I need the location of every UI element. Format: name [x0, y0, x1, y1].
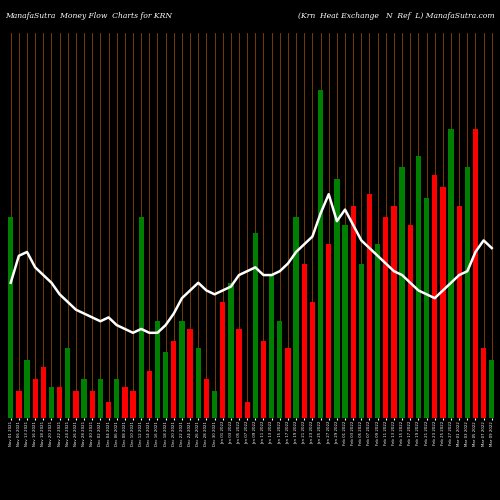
Bar [383, 218, 388, 418]
Bar [342, 225, 347, 418]
Text: (Krn  Heat Exchange   N  Ref  L) ManafaSutra.com: (Krn Heat Exchange N Ref L) ManafaSutra.… [298, 12, 495, 20]
Bar [65, 348, 70, 418]
Bar [252, 232, 258, 418]
Bar [489, 360, 494, 418]
Bar [146, 372, 152, 418]
Bar [40, 368, 46, 418]
Bar [204, 379, 209, 418]
Bar [318, 90, 323, 418]
Bar [163, 352, 168, 418]
Bar [114, 379, 119, 418]
Bar [212, 390, 217, 417]
Bar [74, 390, 78, 417]
Bar [464, 167, 470, 417]
Bar [424, 198, 429, 418]
Bar [277, 322, 282, 418]
Bar [286, 348, 290, 418]
Bar [448, 128, 454, 418]
Bar [82, 379, 86, 418]
Bar [408, 225, 413, 418]
Bar [440, 186, 446, 418]
Bar [432, 175, 438, 418]
Bar [171, 340, 176, 417]
Bar [16, 390, 22, 417]
Bar [130, 390, 136, 417]
Bar [367, 194, 372, 418]
Bar [244, 402, 250, 417]
Bar [138, 218, 144, 418]
Bar [302, 264, 307, 418]
Bar [90, 390, 95, 417]
Bar [269, 275, 274, 418]
Bar [196, 348, 201, 418]
Bar [180, 322, 184, 418]
Bar [358, 264, 364, 418]
Bar [392, 206, 396, 418]
Bar [334, 179, 340, 418]
Bar [375, 244, 380, 418]
Bar [98, 379, 103, 418]
Bar [481, 348, 486, 418]
Bar [57, 386, 62, 418]
Bar [400, 167, 404, 417]
Bar [188, 329, 192, 418]
Bar [32, 379, 38, 418]
Bar [310, 302, 315, 418]
Bar [326, 244, 332, 418]
Bar [416, 156, 421, 418]
Text: ManafaSutra  Money Flow  Charts for KRN: ManafaSutra Money Flow Charts for KRN [5, 12, 172, 20]
Bar [228, 283, 234, 418]
Bar [155, 322, 160, 418]
Bar [473, 128, 478, 418]
Bar [236, 329, 242, 418]
Bar [8, 218, 14, 418]
Bar [261, 340, 266, 417]
Bar [24, 360, 29, 418]
Bar [106, 402, 111, 417]
Bar [220, 302, 226, 418]
Bar [456, 206, 462, 418]
Bar [350, 206, 356, 418]
Bar [122, 386, 128, 418]
Bar [294, 218, 298, 418]
Bar [49, 386, 54, 418]
